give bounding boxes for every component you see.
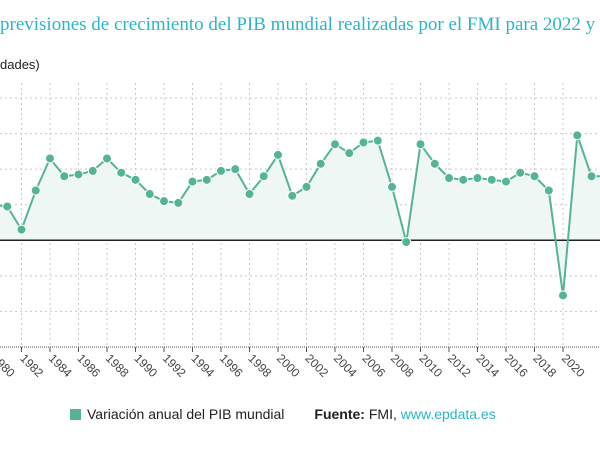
x-tick-label: 1992	[160, 351, 189, 380]
data-point	[558, 290, 568, 301]
x-tick-label: 1994	[188, 351, 217, 380]
data-point	[258, 171, 269, 182]
x-tick-label: 2010	[416, 351, 445, 380]
data-point	[187, 176, 198, 187]
data-point	[429, 158, 440, 169]
x-tick-label: 2002	[302, 351, 331, 380]
legend-label: Variación anual del PIB mundial	[87, 406, 285, 422]
data-point	[201, 174, 212, 185]
data-point	[87, 165, 98, 176]
x-tick-label: 1988	[103, 351, 132, 380]
x-tick-label: 2012	[445, 351, 474, 380]
legend: Variación anual del PIB mundial Fuente: …	[70, 406, 496, 422]
data-point	[401, 237, 412, 248]
series-area	[0, 135, 600, 296]
data-point	[116, 167, 127, 178]
x-tick-label: 1996	[217, 351, 246, 380]
data-point	[130, 174, 141, 185]
x-axis: 1980 1982 1984 1986 1988 1990 1992 1994 1996 1998…	[0, 346, 600, 380]
source: Fuente: FMI, www.epdata.es	[314, 406, 495, 422]
data-point	[543, 185, 554, 196]
data-point	[358, 137, 369, 148]
source-link[interactable]: www.epdata.es	[400, 406, 496, 422]
x-tick-label: 2004	[331, 351, 360, 380]
x-tick-label: 2018	[530, 351, 559, 380]
data-point	[244, 189, 255, 200]
data-point	[159, 196, 169, 207]
data-point	[315, 158, 326, 169]
data-point	[173, 197, 184, 208]
data-point	[301, 181, 312, 192]
data-point	[572, 130, 583, 141]
data-point	[330, 139, 340, 150]
x-tick-label: 1986	[74, 351, 103, 380]
data-point	[586, 171, 597, 182]
x-tick-label: 1990	[131, 351, 160, 380]
chart-subtitle: dades)	[0, 57, 40, 72]
data-point	[59, 171, 70, 182]
data-point	[216, 165, 226, 176]
line-chart: 1980 1982 1984 1986 1988 1990 1992 1994 1996 1998…	[0, 83, 600, 380]
x-tick-label: 1982	[17, 351, 46, 380]
data-point	[273, 149, 283, 160]
x-tick-label: 2006	[359, 351, 388, 380]
data-point	[529, 171, 540, 182]
series-points	[2, 130, 597, 301]
data-point	[387, 181, 397, 192]
data-point	[102, 153, 112, 164]
data-point	[230, 164, 241, 175]
data-point	[16, 224, 27, 235]
x-tick-label: 1984	[46, 351, 75, 380]
data-point	[344, 148, 355, 159]
data-point	[73, 169, 84, 180]
legend-swatch	[70, 408, 81, 420]
data-point	[415, 139, 426, 150]
data-point	[144, 189, 155, 200]
data-point	[501, 176, 511, 187]
x-tick-label: 2000	[274, 351, 303, 380]
x-tick-label: 2020	[559, 351, 588, 380]
data-point	[2, 201, 13, 212]
data-point	[30, 185, 41, 196]
data-point	[515, 167, 526, 178]
data-point	[287, 190, 298, 201]
x-tick-label: 2014	[473, 351, 502, 380]
source-name: FMI,	[368, 406, 397, 422]
data-point	[45, 153, 55, 164]
data-point	[472, 173, 483, 184]
data-point	[486, 174, 497, 185]
data-point	[372, 135, 383, 146]
x-tick-label: 1998	[245, 351, 274, 380]
x-tick-label: 1980	[0, 351, 18, 380]
source-label: Fuente:	[314, 406, 365, 422]
chart-title: previsiones de crecimiento del PIB mundi…	[0, 14, 600, 35]
data-point	[444, 173, 454, 184]
x-tick-label: 2016	[502, 351, 531, 380]
x-tick-label: 2008	[388, 351, 417, 380]
data-point	[458, 174, 469, 185]
